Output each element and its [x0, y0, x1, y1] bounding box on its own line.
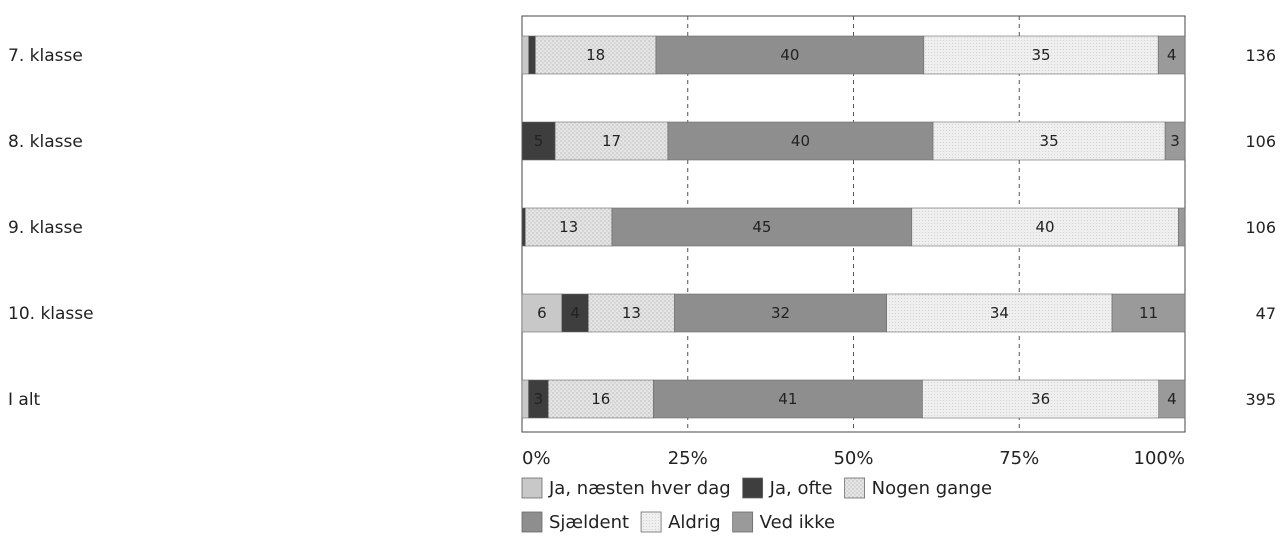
row-count: 395 [1245, 390, 1276, 409]
bar-segment-ved-ikke [1158, 379, 1186, 419]
row-count: 106 [1245, 218, 1276, 237]
legend-swatch [640, 511, 662, 533]
legend-item-ja-ofte: Ja, ofte [742, 477, 833, 499]
x-tick-label: 25% [668, 448, 708, 469]
data-label: 40 [791, 132, 810, 150]
bar-segment-nogen-gange [587, 293, 675, 333]
bar-segment-nogen-gange [554, 121, 669, 161]
x-tick-label: 100% [1134, 448, 1185, 469]
legend-label: Sjældent [549, 512, 629, 533]
bar-segment-ved-ikke [1178, 207, 1186, 247]
row-label: 8. klasse [8, 132, 83, 152]
data-label: 3 [534, 390, 544, 408]
bar-row: 13 45 40 [521, 207, 1186, 247]
row-label: 9. klasse [8, 218, 83, 238]
legend-swatch [732, 511, 754, 533]
row-label: I alt [8, 390, 41, 410]
bar-segment-aldrig [932, 121, 1166, 161]
x-tick-label: 75% [999, 448, 1039, 469]
data-label: 4 [1167, 390, 1177, 408]
data-label: 18 [586, 46, 605, 64]
bar-segment-ved-ikke [1111, 293, 1186, 333]
bar-segment-ja-naesten-hver-dag [521, 379, 529, 419]
x-tick-label: 50% [833, 448, 873, 469]
bar-segment-aldrig [911, 207, 1179, 247]
legend-item-nogen-gange: Nogen gange [844, 477, 992, 499]
bar-segment-nogen-gange [535, 35, 657, 75]
data-label: 16 [591, 390, 610, 408]
bar-segment-aldrig [886, 293, 1113, 333]
bar-segment-nogen-gange [525, 207, 613, 247]
bar-segment-ja-ofte [561, 293, 589, 333]
bar-segment-sjaeldent [667, 121, 934, 161]
row-count: 136 [1245, 46, 1276, 65]
data-label: 40 [780, 46, 799, 64]
bar-segment-aldrig [923, 35, 1159, 75]
data-label: 17 [602, 132, 621, 150]
data-label: 40 [1036, 218, 1055, 236]
legend-label: Aldrig [668, 512, 721, 533]
data-label: 4 [1167, 46, 1177, 64]
bar-row: 18 40 35 4 [521, 35, 1186, 75]
x-tick-label: 0% [522, 448, 551, 469]
data-label: 6 [537, 304, 547, 322]
row-label: 10. klasse [8, 304, 94, 324]
data-label: 35 [1031, 46, 1050, 64]
bar-segment-aldrig [922, 379, 1160, 419]
legend-swatch [844, 477, 866, 499]
legend-item-aldrig: Aldrig [640, 511, 721, 533]
legend-item-ja-naesten-hver-dag: Ja, næsten hver dag [521, 477, 731, 499]
data-label: 35 [1040, 132, 1059, 150]
data-label: 4 [570, 304, 580, 322]
legend-item-ved-ikke: Ved ikke [732, 511, 835, 533]
bar-row: 5 17 40 35 3 [521, 121, 1186, 161]
legend-label: Ja, næsten hver dag [548, 478, 731, 499]
row-count: 106 [1245, 132, 1276, 151]
data-label: 41 [778, 390, 797, 408]
bar-segment-ved-ikke [1164, 121, 1186, 161]
data-label: 11 [1139, 304, 1158, 322]
legend-swatch [742, 477, 764, 499]
legend-swatch [521, 511, 543, 533]
bar-segment-ja-ofte [528, 35, 536, 75]
bar-segment-ved-ikke [1157, 35, 1186, 75]
legend-label: Ja, ofte [769, 478, 833, 499]
bar-segment-nogen-gange [547, 379, 654, 419]
row-label: 7. klasse [8, 46, 83, 66]
legend-item-sjaeldent: Sjældent [521, 511, 629, 533]
data-label: 34 [990, 304, 1009, 322]
data-label: 36 [1031, 390, 1050, 408]
data-label: 13 [559, 218, 578, 236]
data-label: 3 [1170, 132, 1180, 150]
bar-segment-sjaeldent [674, 293, 887, 333]
bar-segment-sjaeldent [611, 207, 913, 247]
data-label: 5 [534, 132, 544, 150]
legend-label: Nogen gange [872, 478, 992, 499]
bar-segment-sjaeldent [652, 379, 923, 419]
legend-swatch [521, 477, 543, 499]
data-label: 13 [622, 304, 641, 322]
bar-segment-ja-naesten-hver-dag [521, 35, 529, 75]
row-count: 47 [1256, 304, 1276, 323]
legend-label: Ved ikke [760, 512, 835, 533]
bar-segment-ja-ofte [521, 207, 526, 247]
bar-row: 3 16 41 36 4 [521, 379, 1186, 419]
bar-segment-ja-ofte [521, 121, 556, 161]
bar-row: 6 4 13 32 34 11 [521, 293, 1186, 333]
data-label: 32 [771, 304, 790, 322]
bar-segment-ja-naesten-hver-dag [521, 293, 563, 333]
data-label: 45 [752, 218, 771, 236]
